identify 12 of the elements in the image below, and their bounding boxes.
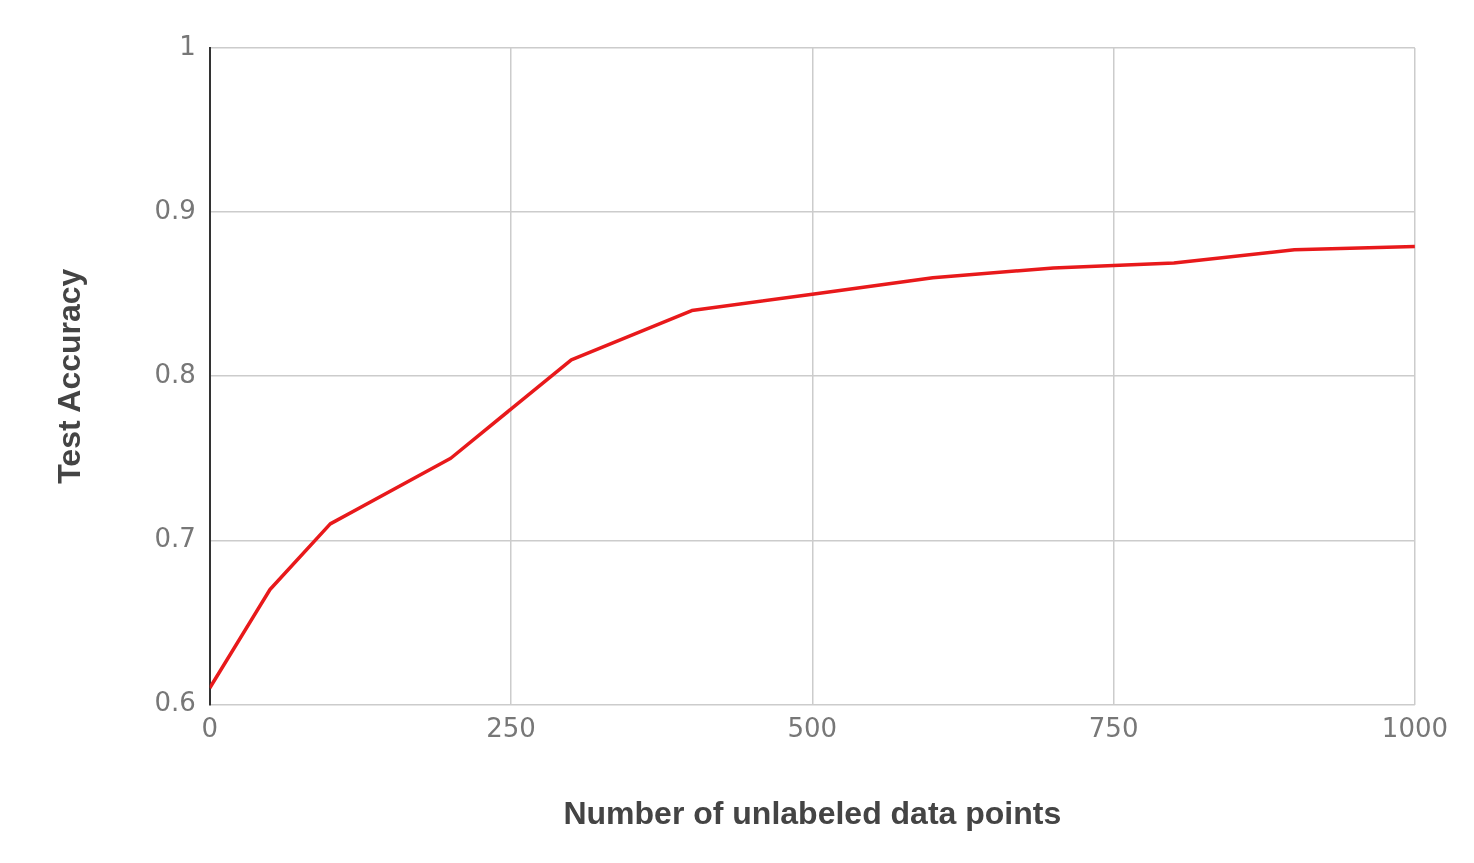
x-tick-label: 0 — [201, 712, 219, 743]
y-axis-title: Test Accuracy — [51, 268, 88, 484]
y-tick-label: 0.8 — [154, 358, 196, 389]
y-tick-label: 0.7 — [154, 523, 196, 554]
x-tick-label: 250 — [486, 712, 536, 743]
x-axis-title: Number of unlabeled data points — [563, 794, 1062, 831]
y-tick-label: 0.6 — [154, 687, 196, 718]
x-tick-label: 1000 — [1381, 712, 1448, 743]
x-tick-label: 500 — [787, 712, 838, 743]
y-tick-label: 1 — [179, 30, 196, 61]
x-tick-label: 750 — [1088, 712, 1139, 743]
y-tick-label: 0.9 — [154, 194, 196, 225]
